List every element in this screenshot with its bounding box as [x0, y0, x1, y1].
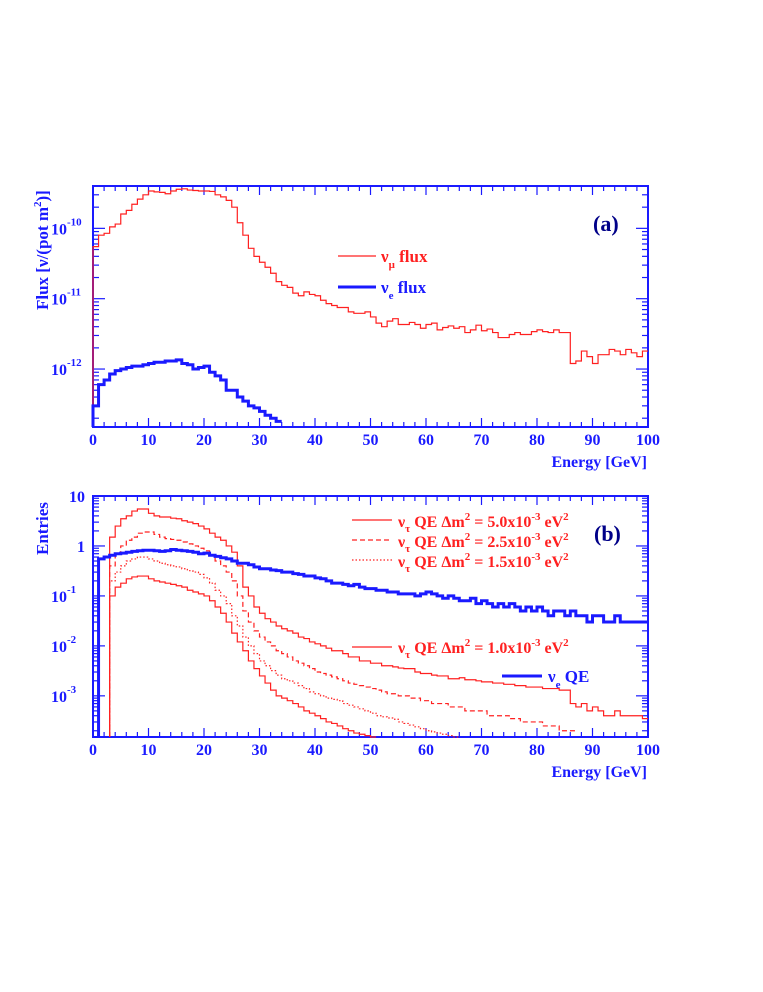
panel-b-series-1	[109, 508, 648, 737]
panel-a-x-tick-labels: 0 10 20 30 40 50 60 70 80 90 100	[89, 432, 660, 449]
x-tick-label: 80	[529, 432, 545, 449]
legend-b-entry-3: ντ QE Δm2 = 1.5x10-3 eV2	[397, 551, 569, 575]
y-tick-label: 10-11	[51, 287, 81, 309]
x-tick-label: 90	[585, 742, 601, 759]
panel-b-series-3	[109, 556, 460, 738]
x-tick-label: 60	[418, 432, 434, 449]
panel-a-legend: νμ flux νe flux	[338, 247, 428, 302]
panel-a: Flux [ν/(pot m2)] 10-10 10-11 10-12 0 10 20 3…	[32, 185, 660, 471]
panel-a-series-2	[91, 358, 282, 427]
y-tick-label: 10-10	[51, 216, 82, 238]
y-tick-label: 10	[69, 489, 85, 506]
panel-a-frame	[92, 185, 649, 428]
y-tick-label: 10-2	[51, 634, 77, 656]
x-tick-label: 80	[529, 742, 545, 759]
x-tick-label: 10	[141, 432, 157, 449]
legend-a-entry-numu: νμ flux	[380, 247, 428, 271]
panel-b-ylabel: Entries	[33, 502, 52, 555]
x-tick-label: 70	[474, 432, 490, 449]
x-tick-label: 40	[307, 432, 323, 449]
panel-b: Entries 10 1 10-1 10-2 10-3 0 10 20 30 40 50 60 70 8…	[33, 489, 660, 781]
panel-a-series	[91, 188, 648, 427]
panel-b-series-5	[97, 547, 648, 737]
y-tick-label: 10-1	[51, 584, 76, 606]
panel-a-xlabel: Energy [GeV]	[551, 454, 647, 471]
x-tick-label: 40	[307, 742, 323, 759]
legend-b-entry-4: ντ QE Δm2 = 1.0x10-3 eV2	[397, 637, 569, 661]
legend-b-entry-1: ντ QE Δm2 = 5.0x10-3 eV2	[397, 511, 569, 535]
panel-b-label: (b)	[594, 521, 621, 546]
x-tick-label: 20	[196, 432, 212, 449]
x-tick-label: 0	[89, 432, 97, 449]
legend-b-entry-2: ντ QE Δm2 = 2.5x10-3 eV2	[397, 531, 569, 555]
y-tick-label: 1	[77, 539, 85, 556]
panel-a-label: (a)	[593, 211, 619, 236]
panel-a-ticks	[92, 185, 649, 427]
panel-a-y-tick-labels: 10-10 10-11 10-12	[51, 216, 82, 379]
y-tick-label: 10-12	[51, 357, 82, 379]
x-tick-label: 30	[252, 742, 268, 759]
panel-b-series	[97, 508, 648, 738]
x-tick-label: 100	[636, 432, 660, 449]
panel-b-series-4	[109, 575, 377, 738]
x-tick-label: 50	[363, 742, 379, 759]
x-tick-label: 100	[636, 742, 660, 759]
legend-b-entry-5: νe QE	[547, 667, 589, 691]
panel-b-ticks	[92, 495, 649, 737]
panel-b-xlabel: Energy [GeV]	[551, 764, 647, 781]
x-tick-label: 30	[252, 432, 268, 449]
panel-b-series-2	[109, 531, 576, 737]
panel-b-legend: ντ QE Δm2 = 5.0x10-3 eV2 ντ QE Δm2 = 2.5…	[352, 511, 589, 691]
x-tick-label: 90	[585, 432, 601, 449]
x-tick-label: 70	[474, 742, 490, 759]
legend-a-entry-nue: νe flux	[380, 278, 427, 302]
x-tick-label: 0	[89, 742, 97, 759]
x-tick-label: 60	[418, 742, 434, 759]
panel-a-series-1	[92, 188, 648, 427]
x-tick-label: 20	[196, 742, 212, 759]
panel-b-x-tick-labels: 0 10 20 30 40 50 60 70 80 90 100	[89, 742, 660, 759]
panel-b-y-tick-labels: 10 1 10-1 10-2 10-3	[51, 489, 85, 706]
x-tick-label: 10	[141, 742, 157, 759]
x-tick-label: 50	[363, 432, 379, 449]
panel-a-ylabel: Flux [ν/(pot m2)]	[32, 190, 52, 310]
y-tick-label: 10-3	[51, 684, 77, 706]
